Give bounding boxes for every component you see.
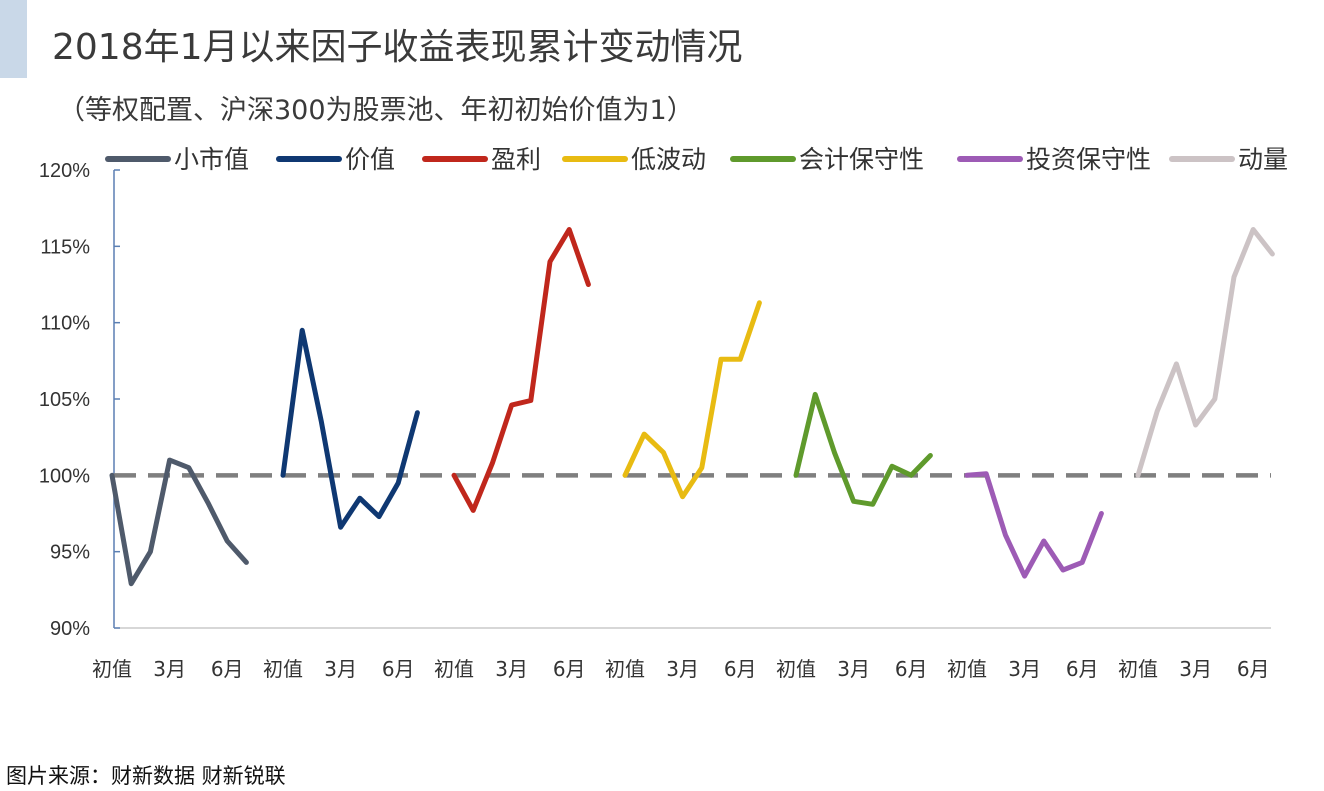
- x-tick-label: 初值: [434, 657, 474, 681]
- x-tick-label: 3月: [324, 657, 357, 681]
- series-line: [109, 457, 249, 587]
- series-line: [793, 391, 933, 507]
- y-tick-label: 110%: [40, 313, 90, 335]
- y-tick-label: 100%: [39, 465, 90, 487]
- series-line: [964, 471, 1104, 579]
- y-tick-label: 115%: [40, 236, 90, 258]
- legend-label: 小市值: [174, 145, 249, 174]
- x-tick-label: 3月: [666, 657, 699, 681]
- legend-label: 会计保守性: [799, 145, 924, 174]
- y-tick-label: 120%: [39, 160, 90, 182]
- x-tick-label: 3月: [1008, 657, 1041, 681]
- x-tick-label: 3月: [837, 657, 870, 681]
- x-tick-label: 6月: [724, 657, 757, 681]
- series-line: [622, 300, 762, 500]
- source-note: 图片来源：财新数据 财新锐联: [6, 764, 286, 788]
- legend-label: 投资保守性: [1026, 145, 1151, 174]
- legend-label: 盈利: [491, 145, 541, 174]
- x-tick-label: 3月: [1179, 657, 1212, 681]
- y-tick-label: 95%: [50, 542, 90, 564]
- x-tick-label: 6月: [553, 657, 586, 681]
- x-tick-label: 6月: [895, 657, 928, 681]
- chart-title: 2018年1月以来因子收益表现累计变动情况: [52, 27, 743, 68]
- legend-label: 低波动: [631, 145, 706, 174]
- title-accent-bar: [0, 0, 27, 78]
- x-tick-label: 初值: [776, 657, 816, 681]
- x-tick-label: 初值: [605, 657, 645, 681]
- y-tick-label: 90%: [50, 618, 90, 640]
- x-tick-label: 6月: [211, 657, 244, 681]
- series-line: [451, 227, 591, 513]
- series-line: [1135, 227, 1275, 478]
- x-tick-label: 3月: [495, 657, 528, 681]
- x-tick-label: 6月: [1066, 657, 1099, 681]
- chart-subtitle: （等权配置、沪深300为股票池、年初初始价值为1）: [58, 95, 694, 126]
- legend-label: 动量: [1238, 145, 1288, 174]
- x-tick-label: 初值: [1118, 657, 1158, 681]
- y-tick-label: 105%: [39, 389, 90, 411]
- x-tick-label: 3月: [153, 657, 186, 681]
- x-tick-label: 6月: [382, 657, 415, 681]
- x-tick-label: 6月: [1237, 657, 1270, 681]
- x-tick-label: 初值: [947, 657, 987, 681]
- x-tick-label: 初值: [263, 657, 303, 681]
- series-line: [280, 327, 420, 530]
- legend-label: 价值: [345, 145, 395, 174]
- x-tick-label: 初值: [92, 657, 132, 681]
